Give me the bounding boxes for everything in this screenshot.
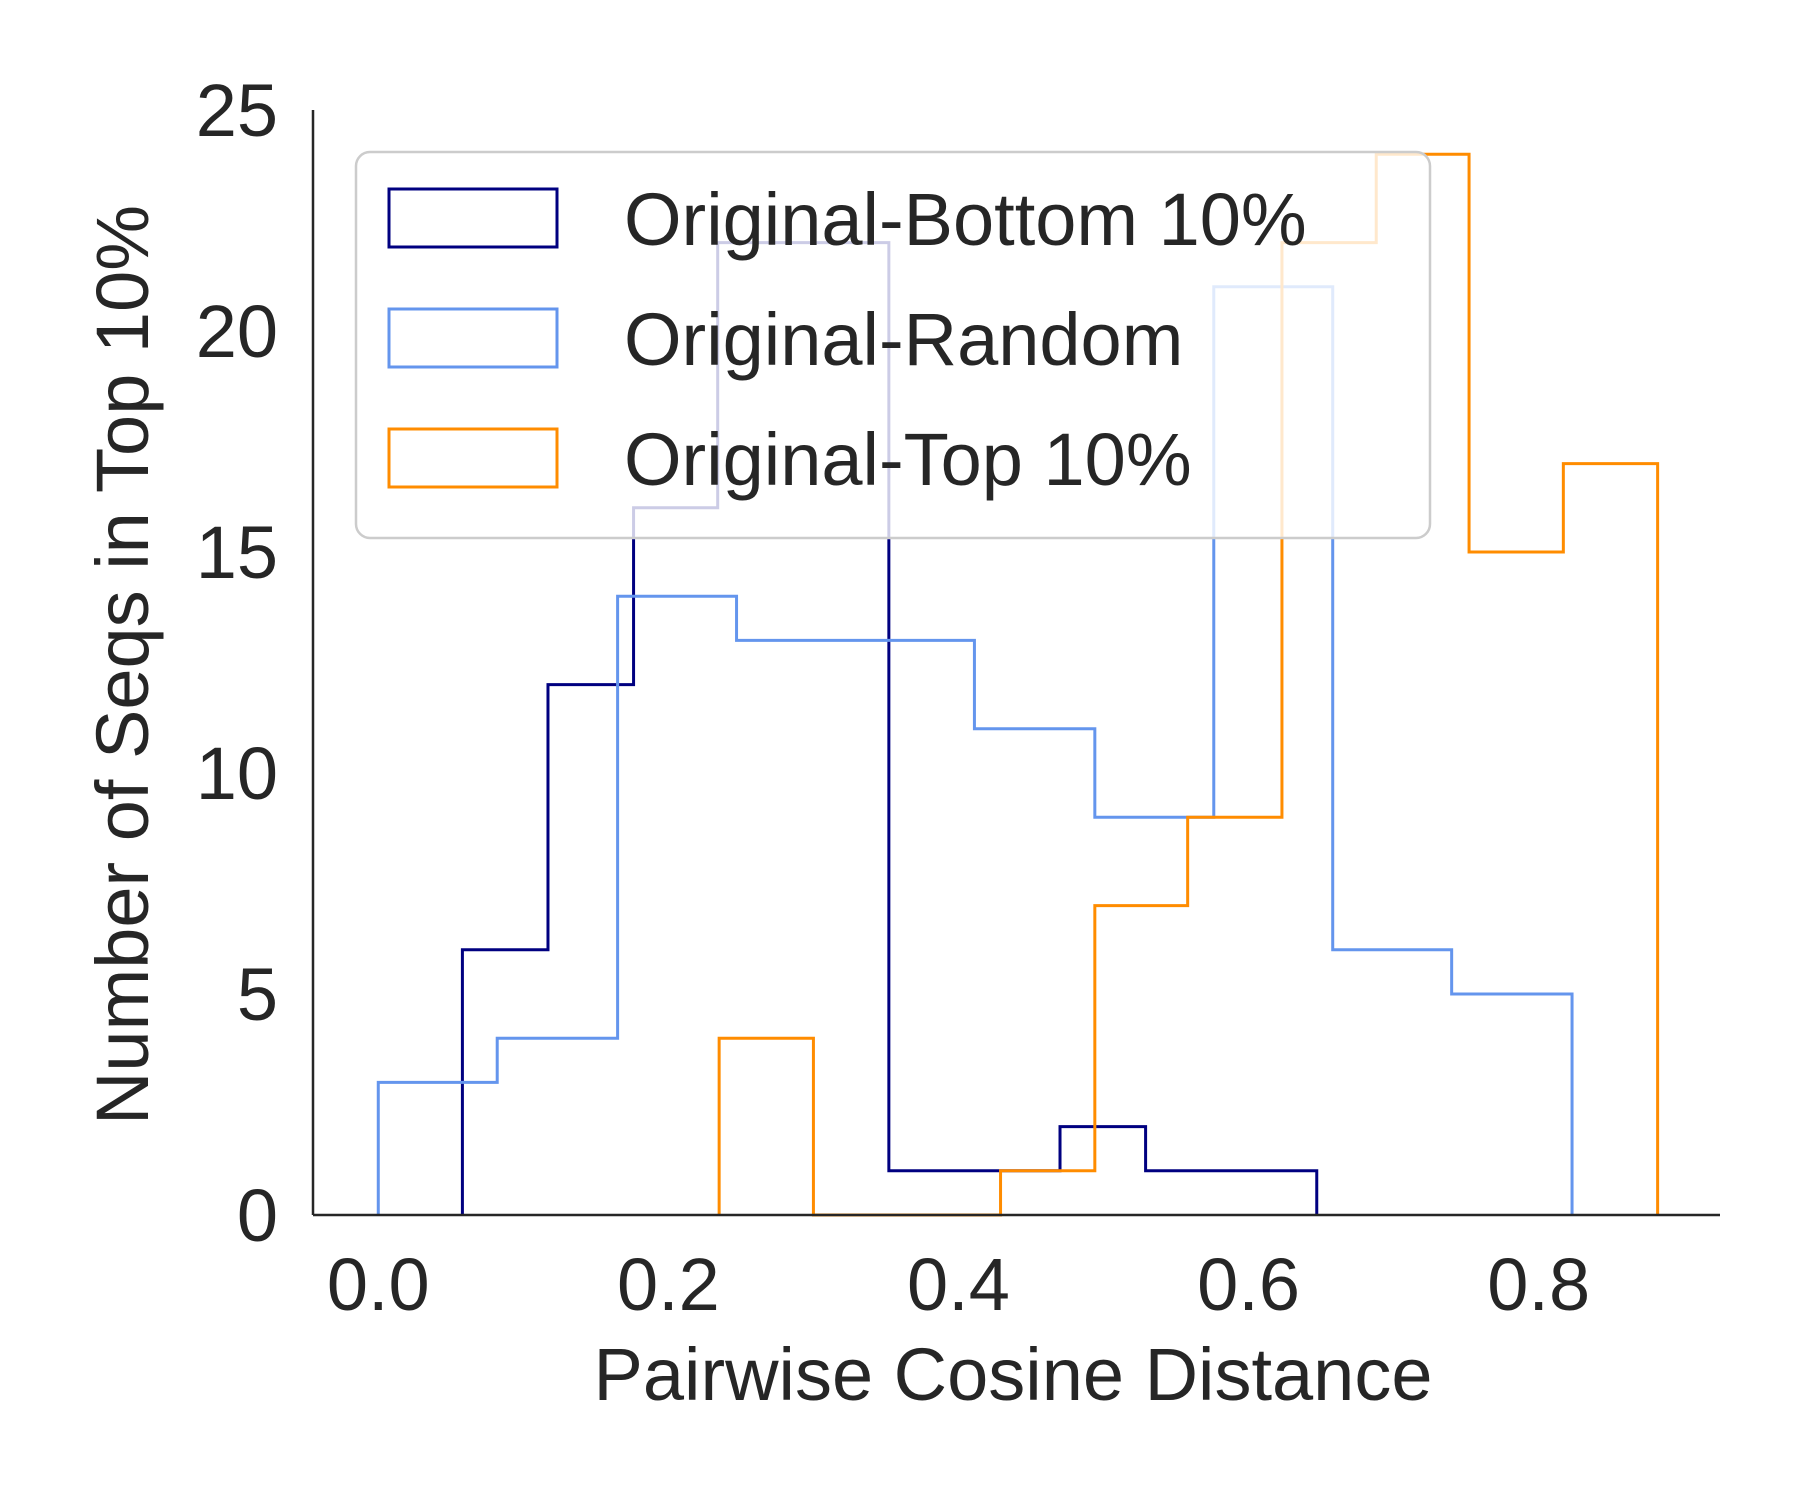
- y-tick-label: 20: [196, 290, 278, 373]
- y-axis-label: Number of Seqs in Top 10%: [81, 205, 164, 1125]
- y-tick-label: 25: [196, 69, 278, 152]
- legend-swatch: [387, 307, 559, 369]
- y-tick-label: 15: [196, 511, 278, 594]
- x-tick-label: 0.4: [907, 1243, 1010, 1326]
- x-tick-labels: 0.0 0.2 0.4 0.6 0.8: [327, 1243, 1590, 1326]
- legend-swatch: [387, 187, 559, 249]
- y-tick-labels: 0 5 10 15 20 25: [196, 69, 278, 1257]
- legend: Original-Bottom 10% Original-Random Origin…: [354, 150, 1432, 540]
- y-tick-label: 5: [237, 953, 278, 1036]
- x-tick-label: 0.0: [327, 1243, 430, 1326]
- legend-box: [354, 150, 1432, 540]
- y-tick-label: 0: [237, 1174, 278, 1257]
- legend-swatch: [387, 427, 559, 489]
- x-tick-label: 0.8: [1487, 1243, 1590, 1326]
- legend-label: Original-Top 10%: [624, 418, 1192, 501]
- legend-label: Original-Bottom 10%: [624, 178, 1307, 261]
- histogram-series-2: [376, 285, 1574, 1215]
- x-axis-label: Pairwise Cosine Distance: [593, 1333, 1432, 1416]
- x-tick-label: 0.6: [1197, 1243, 1300, 1326]
- legend-label: Original-Random: [624, 298, 1183, 381]
- y-tick-label: 10: [196, 732, 278, 815]
- axes: [311, 110, 1720, 1217]
- x-tick-label: 0.2: [617, 1243, 720, 1326]
